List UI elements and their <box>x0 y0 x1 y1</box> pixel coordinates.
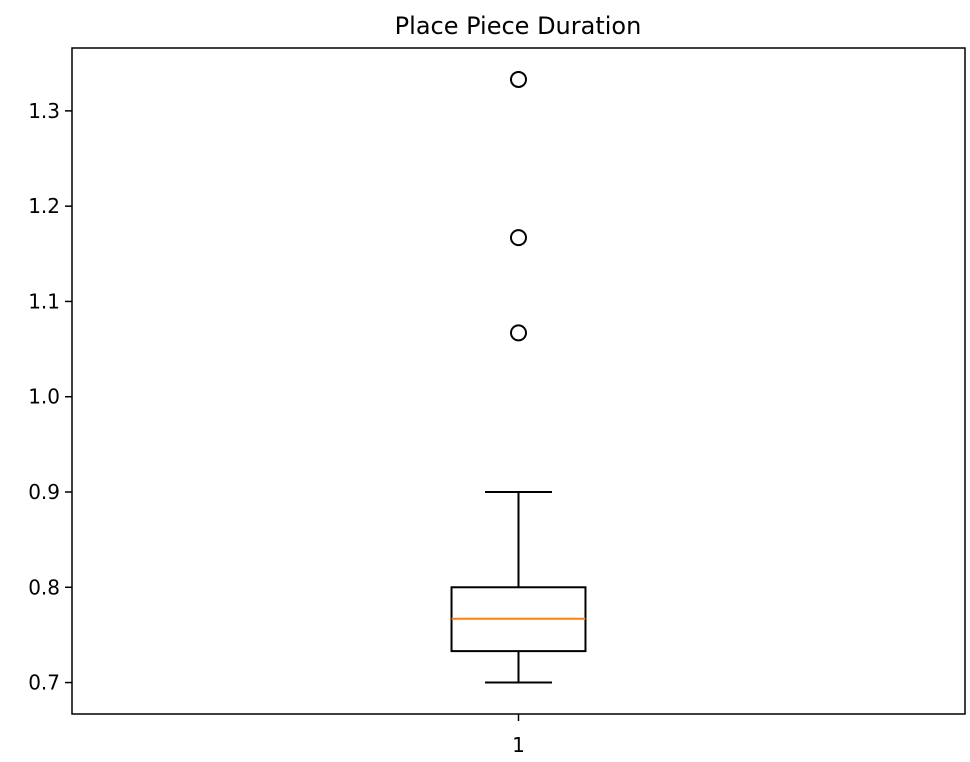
y-tick-label: 1.0 <box>28 385 60 409</box>
chart-title: Place Piece Duration <box>395 12 642 40</box>
y-tick-label: 0.7 <box>28 671 60 695</box>
y-tick-label: 1.2 <box>28 194 60 218</box>
y-tick-label: 1.3 <box>28 99 60 123</box>
plot-frame <box>71 47 966 715</box>
outlier-point <box>510 324 527 342</box>
outlier-point <box>510 70 527 88</box>
x-tick-label: 1 <box>512 733 525 757</box>
y-tick-label: 1.1 <box>28 289 60 313</box>
y-tick-label: 0.9 <box>28 480 60 504</box>
chart-marks: 0.7 0.8 0.9 1.0 1.1 1.2 1.3 1 <box>28 70 587 757</box>
outlier-point <box>510 229 527 247</box>
y-tick-label: 0.8 <box>28 575 60 599</box>
